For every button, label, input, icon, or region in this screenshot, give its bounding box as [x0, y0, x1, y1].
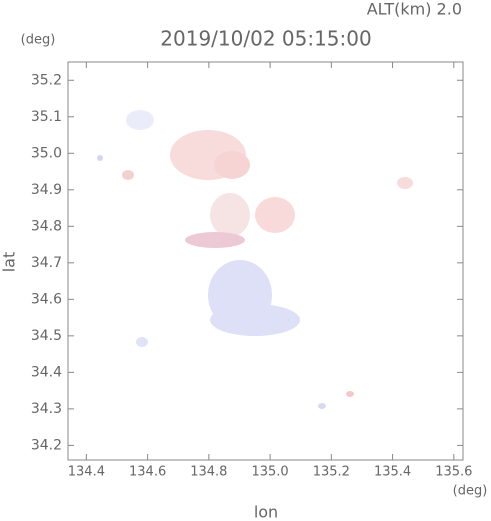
y-tick-label: 35.0	[31, 145, 62, 161]
echo	[397, 177, 413, 189]
echo	[210, 304, 300, 336]
x-tick-label: 135.2	[313, 465, 350, 480]
y-axis-label: lat	[0, 252, 19, 273]
chart-title: 2019/10/02 05:15:00	[160, 27, 371, 51]
x-unit: (deg)	[453, 484, 488, 499]
x-tick-label: 134.6	[129, 465, 166, 480]
echo	[214, 151, 250, 179]
y-tick-label: 34.3	[31, 401, 62, 417]
y-tick-label: 35.2	[31, 72, 62, 88]
x-axis-label: lon	[254, 503, 278, 521]
radar-echoes	[97, 110, 413, 409]
echo	[122, 170, 134, 180]
x-tick-label: 134.8	[190, 465, 227, 480]
y-unit: (deg)	[21, 33, 56, 48]
echo	[318, 403, 326, 409]
x-tick-label: 135.0	[251, 465, 288, 480]
echo	[210, 193, 250, 237]
y-tick-label: 34.4	[31, 364, 62, 380]
y-tick-label: 34.2	[31, 437, 62, 453]
echo	[255, 197, 295, 233]
x-tick-label: 134.4	[68, 465, 105, 480]
y-tick-label: 34.8	[31, 218, 62, 234]
x-tick-label: 135.6	[435, 465, 472, 480]
y-tick-label: 34.9	[31, 182, 62, 198]
echo	[136, 337, 148, 347]
echo	[126, 110, 154, 130]
x-tick-label: 135.4	[374, 465, 411, 480]
y-tick-label: 35.1	[31, 109, 62, 125]
echo	[346, 391, 354, 397]
altitude-label: ALT(km) 2.0	[367, 0, 462, 19]
y-tick-label: 34.7	[31, 255, 62, 271]
plot-frame	[67, 61, 464, 461]
echo	[185, 232, 245, 248]
y-tick-label: 34.6	[31, 291, 62, 307]
y-tick-label: 34.5	[31, 328, 62, 344]
echo	[97, 155, 103, 161]
